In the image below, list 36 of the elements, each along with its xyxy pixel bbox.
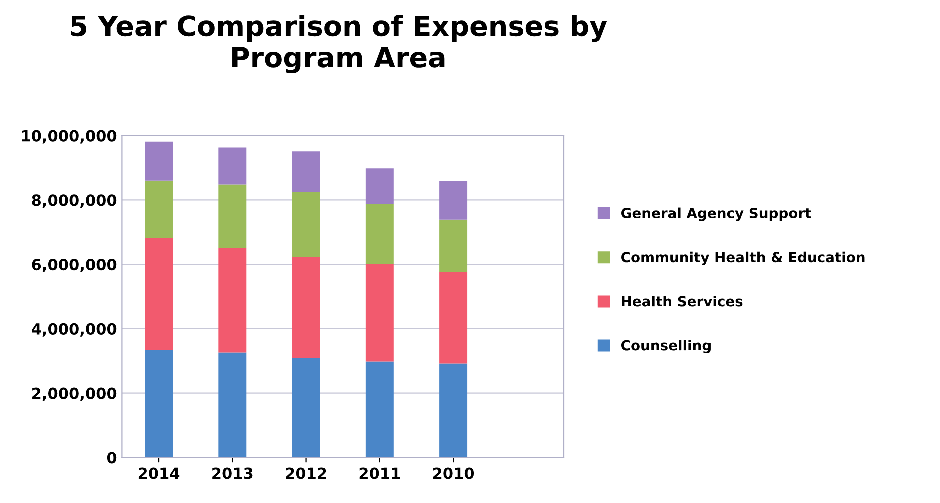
- x-tick-label: 2012: [286, 468, 326, 480]
- x-tick-label: 2014: [138, 468, 180, 480]
- y-tick-label: 10,000,000: [22, 130, 117, 144]
- bar: [145, 238, 174, 350]
- bar: [218, 248, 247, 353]
- bar: [145, 142, 174, 181]
- bar: [292, 152, 320, 192]
- y-tick-label: 4,000,000: [32, 323, 117, 337]
- x-tick-label: 2010: [434, 468, 474, 480]
- bar: [366, 362, 394, 458]
- bar: [218, 148, 247, 185]
- legend-label: Health Services: [622, 296, 743, 307]
- bar: [366, 264, 394, 362]
- bar: [440, 364, 468, 458]
- bar: [366, 168, 394, 204]
- bar: [145, 180, 174, 238]
- y-tick-label: 6,000,000: [32, 259, 117, 273]
- legend-label: General Agency Support: [622, 208, 812, 222]
- y-tick-label: 2,000,000: [32, 388, 117, 402]
- y-tick-label: 8,000,000: [32, 194, 117, 208]
- bar: [292, 257, 320, 358]
- chart-title: 5 Year Comparison of Expenses by Program Area: [71, 15, 608, 74]
- legend-label: Community Health & Education: [622, 252, 865, 266]
- x-tick-label: 2011: [360, 468, 400, 480]
- y-tick-label: 0: [107, 452, 117, 464]
- bar: [145, 350, 174, 458]
- bar: [292, 358, 320, 458]
- bar: [440, 220, 468, 272]
- bar: [292, 192, 320, 258]
- legend-label: Counselling: [622, 340, 711, 354]
- bar: [218, 352, 247, 458]
- bar: [440, 182, 468, 220]
- bar: [440, 272, 468, 364]
- bar: [218, 184, 247, 248]
- bar: [366, 204, 394, 264]
- x-tick-label: 2013: [212, 468, 253, 480]
